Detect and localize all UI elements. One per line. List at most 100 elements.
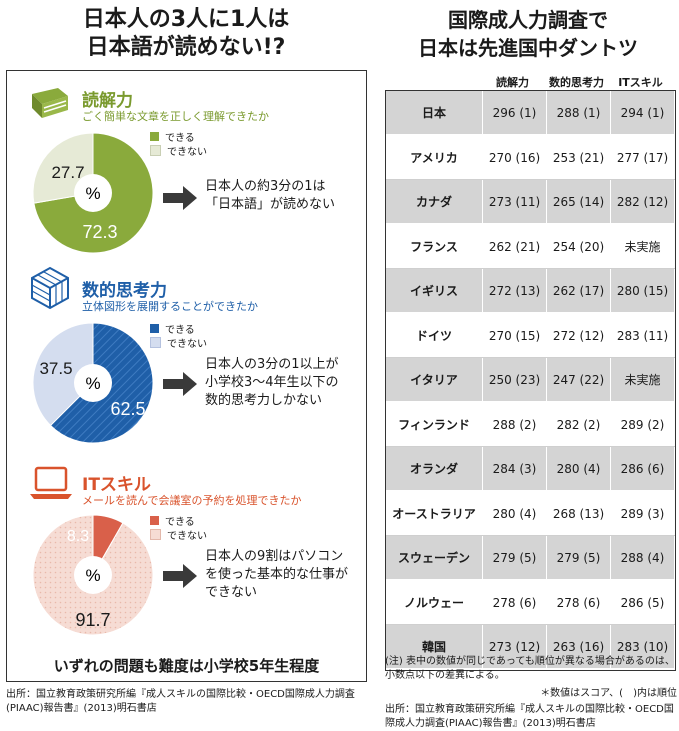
score-cell: 283 (10) (610, 624, 675, 670)
pie-center-hole (74, 364, 112, 402)
table-row: フィンランド 288 (2) 282 (2) 289 (2) (386, 402, 675, 447)
score-cell: 283 (11) (610, 313, 675, 358)
score-cell: 282 (2) (546, 402, 611, 447)
score-cell: 263 (16) (546, 624, 611, 670)
country-cell: 韓国 (386, 624, 483, 670)
score-cell: 286 (5) (610, 580, 675, 625)
note-it: 日本人の9割はパソコン を使った基本的な仕事が できない (205, 548, 348, 602)
score-cell: 278 (6) (546, 580, 611, 625)
pie-no-value-label: 91.7 (75, 610, 110, 630)
score-cell: 270 (16) (482, 135, 547, 180)
score-cell: 288 (1) (546, 91, 611, 136)
table-row: フランス 262 (21) 254 (20) 未実施 (386, 224, 675, 269)
legend-numeracy: できる できない (150, 321, 207, 350)
section-title-it: ITスキル (82, 475, 151, 495)
table-row: イタリア 250 (23) 247 (22) 未実施 (386, 357, 675, 403)
score-cell: 273 (12) (482, 624, 547, 670)
arrow-right-icon (163, 564, 199, 592)
table-row: ノルウェー 278 (6) 278 (6) 286 (5) (386, 580, 675, 625)
ranking-table: 日本 296 (1) 288 (1) 294 (1) アメリカ 270 (16) 253 (… (385, 90, 676, 671)
pie-center-hole (74, 556, 112, 594)
score-cell: 273 (11) (482, 179, 547, 225)
section-subtitle-reading: ごく簡単な文章を正しく理解できたか (82, 110, 269, 123)
difficulty-note: いずれの問題も難度は小学校5年生程度 (53, 657, 320, 675)
legend-item-yes: できる (150, 321, 207, 336)
legend-label-yes: できる (165, 516, 195, 528)
country-cell: イギリス (386, 268, 483, 314)
score-cell: 250 (23) (482, 357, 547, 403)
legend-swatch-no (150, 144, 161, 156)
legend-swatch-no (150, 336, 161, 348)
country-cell: オーストラリア (386, 491, 483, 536)
legend-label-no: できない (167, 530, 207, 542)
pie-center-hole (74, 174, 112, 212)
column-header-reading: 読解力 (496, 76, 529, 89)
score-cell: 280 (15) (610, 268, 675, 314)
table-note: (注) 表中の数値が同じであっても順位が異なる場合があるのは、小数点以下の差異に… (385, 656, 675, 681)
note-line: 「日本語」が読めない (205, 197, 336, 212)
legend-item-no: できない (150, 335, 207, 350)
country-cell: ノルウェー (386, 580, 483, 625)
table-row: 韓国 273 (12) 263 (16) 283 (10) (386, 624, 675, 670)
legend-label-no: できない (167, 338, 207, 350)
score-cell: 288 (4) (610, 535, 675, 581)
arrow-right-icon (163, 186, 199, 214)
right-title: 国際成人力調査で 日本は先進国中ダントツ (380, 6, 676, 62)
legend-item-yes: できる (150, 129, 207, 144)
legend-swatch-yes (150, 515, 159, 525)
score-cell: 272 (13) (482, 268, 547, 314)
pie-yes-value-label: 8.3 (67, 528, 89, 545)
legend-reading: できる できない (150, 129, 207, 158)
country-cell: カナダ (386, 179, 483, 225)
country-cell: スウェーデン (386, 535, 483, 581)
column-header-it: ITスキル (618, 76, 663, 89)
score-cell: 277 (17) (610, 135, 675, 180)
country-cell: アメリカ (386, 135, 483, 180)
pie-center-label: % (85, 374, 100, 393)
note-line: できない (205, 585, 258, 600)
score-cell: 284 (3) (482, 446, 547, 492)
table-row: オーストラリア 280 (4) 268 (13) 289 (3) (386, 491, 675, 536)
score-cell: 262 (17) (546, 268, 611, 314)
country-cell: 日本 (386, 91, 483, 136)
note-reading: 日本人の約3分の1は 「日本語」が読めない (205, 178, 335, 214)
pie-chart-it: % 8.3 91.7 (32, 514, 154, 636)
arrow-right-icon (163, 372, 199, 400)
score-cell: 289 (3) (610, 491, 675, 536)
table-row: スウェーデン 279 (5) 279 (5) 288 (4) (386, 535, 675, 581)
country-cell: ドイツ (386, 313, 483, 358)
country-cell: イタリア (386, 357, 483, 403)
score-cell: 254 (20) (546, 224, 611, 269)
score-cell: 286 (6) (610, 446, 675, 492)
note-line: 日本人の約3分の1は (205, 179, 326, 194)
country-cell: オランダ (386, 446, 483, 492)
country-cell: フィンランド (386, 402, 483, 447)
score-cell: 282 (12) (610, 179, 675, 225)
left-title: 日本人の3人に1人は 日本語が読めない!? (6, 6, 366, 62)
note-line: 日本人の9割はパソコン (205, 549, 344, 564)
legend-swatch-no (150, 528, 161, 540)
notes-right: (注) 表中の数値が同じであっても順位が異なる場合があるのは、小数点以下の差異に… (385, 655, 677, 731)
right-title-line2: 日本は先進国中ダントツ (418, 36, 638, 60)
legend-swatch-yes (150, 131, 159, 141)
score-cell: 262 (21) (482, 224, 547, 269)
section-title-numeracy: 数的思考力 (82, 281, 167, 301)
score-cell: 294 (1) (610, 91, 675, 136)
score-cell: 247 (22) (546, 357, 611, 403)
pie-no-value-label: 27.7 (51, 163, 84, 182)
table-legend-note: ＊数値はスコア、( )内は順位 (540, 688, 677, 699)
note-line: 小学校3～4年生以下の (205, 375, 339, 390)
score-cell: 268 (13) (546, 491, 611, 536)
score-cell: 280 (4) (482, 491, 547, 536)
score-cell: 未実施 (610, 357, 675, 403)
score-cell: 296 (1) (482, 91, 547, 136)
pie-center-label: % (85, 184, 100, 203)
legend-swatch-yes (150, 323, 159, 333)
score-cell: 253 (21) (546, 135, 611, 180)
score-cell: 279 (5) (546, 535, 611, 581)
score-cell: 未実施 (610, 224, 675, 269)
table-row: イギリス 272 (13) 262 (17) 280 (15) (386, 268, 675, 314)
table-row: カナダ 273 (11) 265 (14) 282 (12) (386, 179, 675, 225)
table-row: ドイツ 270 (15) 272 (12) 283 (11) (386, 313, 675, 358)
legend-item-yes: できる (150, 513, 207, 528)
